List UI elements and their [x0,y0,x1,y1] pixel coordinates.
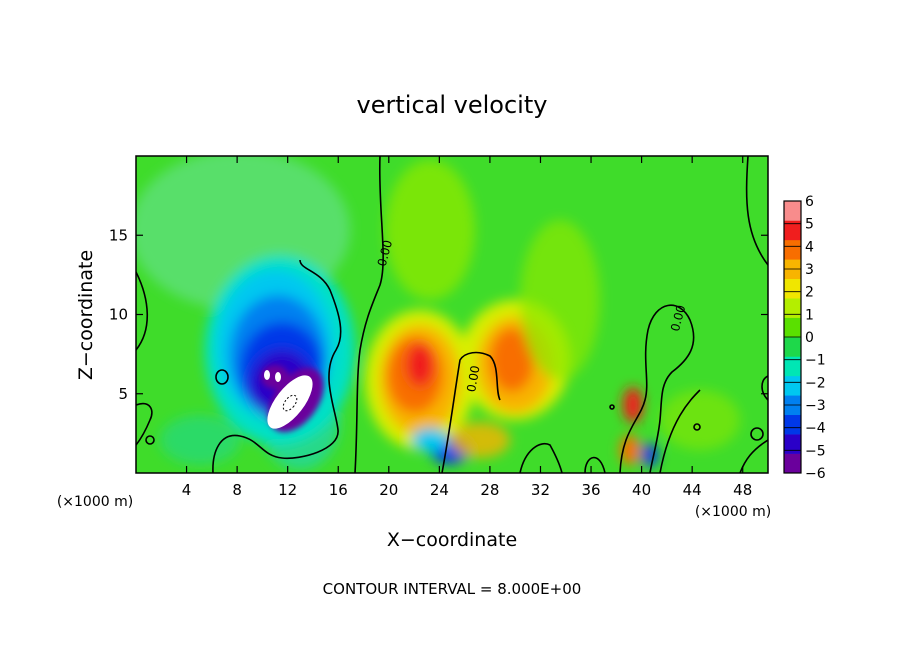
colorbar-swatch [784,356,801,377]
colorbar-swatch [784,453,801,474]
colorbar-swatch [784,239,801,260]
x-axis-unit-left: (×1000 m) [57,494,133,510]
colorbar-label: −5 [805,443,826,459]
x-tick-label: 8 [232,481,242,499]
x-axis-label: X−coordinate [387,529,517,551]
colorbar-swatch [784,298,801,318]
y-tick-label: 5 [118,385,128,403]
colorbar-label: 3 [805,262,814,278]
colorbar: 6 5 4 3 2 1 0 −1 −2 −3 −4 −5 −6 [783,194,826,482]
colorbar-swatch [784,337,801,357]
y-tick-label: 15 [109,226,128,244]
colorbar-swatch [784,278,801,299]
colorbar-label: 0 [805,330,814,346]
zero-contours [136,156,768,473]
colorbar-swatch [784,414,801,435]
x-tick-label: 28 [480,481,499,499]
x-tick-label: 48 [733,481,752,499]
x-tick-label: 40 [632,481,651,499]
colorbar-label: 6 [805,194,814,210]
x-tick-label: 32 [531,481,550,499]
plot-area: 0.00 0.00 0.00 [136,156,768,473]
colorbar-label: 2 [805,285,814,301]
colorbar-swatch [784,434,801,454]
y-tick-label: 10 [109,306,128,324]
colorbar-swatch [784,220,801,241]
contour-label: 0.00 [464,364,482,393]
chart-title: vertical velocity [357,91,548,119]
colorbar-swatch [784,375,801,396]
x-tick-label: 44 [683,481,702,499]
y-axis-label: Z−coordinate [75,250,97,380]
colorbar-label: −3 [805,398,826,414]
colorbar-label: −6 [805,466,826,482]
colorbar-label: 1 [805,307,814,323]
x-tick-label: 16 [329,481,348,499]
colorbar-label: −1 [805,353,826,369]
x-axis-unit-right: (×1000 m) [695,504,771,520]
colorbar-swatch [784,201,801,221]
x-tick-label: 36 [581,481,600,499]
contour-label: 0.00 [668,304,688,333]
colorbar-label: 4 [805,239,814,255]
colorbar-label: −4 [805,421,826,437]
colorbar-swatch [784,317,801,338]
x-tick-label: 4 [182,481,192,499]
x-tick-label: 20 [379,481,398,499]
contour-label: 0.00 [375,239,395,268]
x-tick-label: 24 [430,481,449,499]
x-axis: 4 8 12 16 20 24 28 32 36 40 44 48 [182,156,752,499]
colorbar-label: −2 [805,375,826,391]
colorbar-label: 5 [805,217,814,233]
contour-interval-note: CONTOUR INTERVAL = 8.000E+00 [323,580,582,598]
y-axis: 5 10 15 [109,226,768,403]
x-tick-label: 12 [278,481,297,499]
